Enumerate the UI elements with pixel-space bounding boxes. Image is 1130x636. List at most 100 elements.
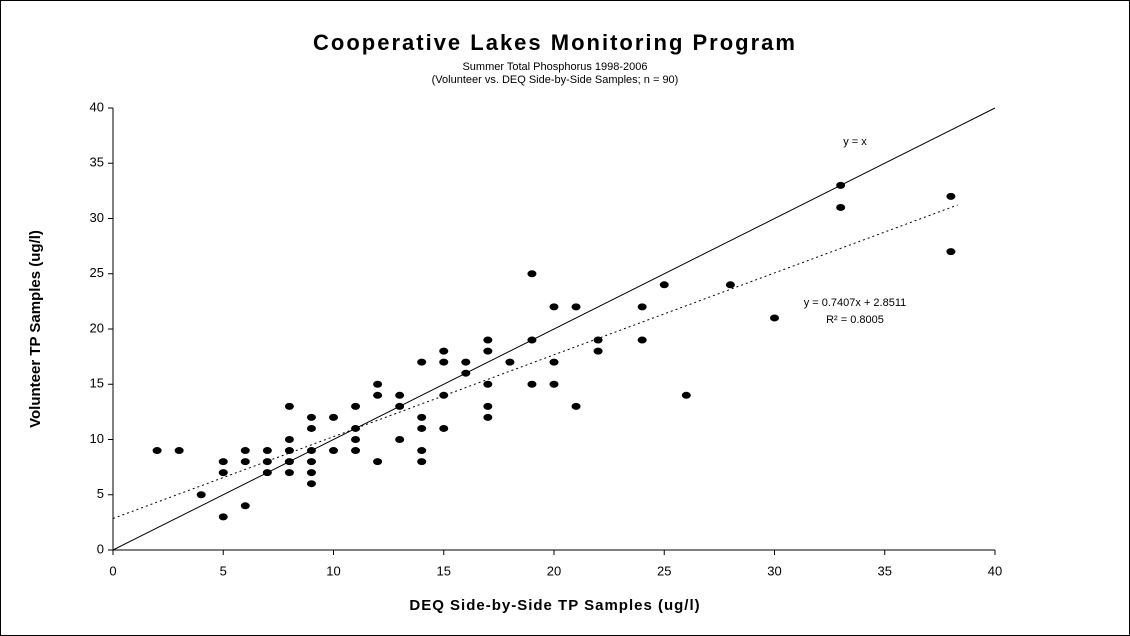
point	[351, 424, 361, 432]
point	[329, 447, 338, 455]
y-tick-label: 40	[90, 99, 104, 114]
point	[351, 436, 361, 443]
chart-subtitle: (Volunteer vs. DEQ Side-by-Side Samples;…	[432, 74, 679, 86]
reference-line-label: y = x	[843, 136, 867, 148]
point	[946, 248, 956, 256]
x-tick-label: 25	[657, 563, 671, 578]
point	[637, 336, 647, 344]
point	[373, 380, 383, 388]
point	[329, 413, 338, 421]
point	[373, 458, 383, 466]
x-tick-label: 30	[767, 563, 781, 578]
point	[483, 380, 493, 388]
point	[284, 447, 294, 455]
y-tick-label: 35	[90, 155, 104, 170]
point	[306, 469, 316, 477]
x-tick-label: 35	[878, 563, 892, 578]
y-tick-label: 15	[90, 376, 104, 391]
point	[196, 491, 206, 499]
point	[725, 281, 735, 289]
point	[770, 314, 779, 322]
point	[284, 458, 294, 466]
trendline-label: y = 0.7407x + 2.8511	[804, 297, 907, 309]
point	[262, 447, 272, 455]
x-tick-label: 15	[437, 563, 451, 578]
point	[306, 480, 316, 488]
point	[946, 192, 956, 200]
point	[549, 380, 559, 388]
point	[439, 358, 449, 366]
point	[461, 358, 471, 366]
point	[351, 447, 361, 455]
point	[483, 336, 493, 344]
point	[637, 303, 647, 311]
point	[483, 413, 493, 421]
point	[836, 181, 846, 189]
point	[571, 303, 581, 311]
point	[527, 336, 537, 344]
point	[284, 469, 294, 477]
reference-line	[112, 107, 996, 551]
trendline	[112, 204, 958, 519]
y-tick-label: 20	[90, 320, 104, 335]
point	[483, 402, 493, 410]
y-axis-label: Volunteer TP Samples (ug/l)	[27, 230, 44, 428]
point	[659, 281, 669, 289]
chart-title: Cooperative Lakes Monitoring Program	[313, 30, 797, 55]
x-tick-label: 10	[326, 563, 340, 578]
x-tick-label: 0	[109, 563, 116, 578]
point	[218, 513, 228, 521]
point	[240, 458, 250, 466]
point	[417, 458, 427, 466]
point	[483, 347, 493, 355]
point	[395, 436, 405, 443]
point	[373, 391, 383, 399]
point	[240, 502, 250, 510]
y-tick-label: 25	[90, 265, 104, 280]
x-tick-label: 20	[547, 563, 561, 578]
point	[351, 402, 361, 410]
point	[549, 358, 559, 366]
point	[439, 424, 449, 432]
point	[836, 203, 846, 211]
point	[505, 358, 515, 366]
point	[527, 380, 537, 388]
point	[306, 413, 316, 421]
x-tick-label: 40	[988, 563, 1002, 578]
x-axis-label: DEQ Side-by-Side TP Samples (ug/l)	[409, 597, 700, 614]
point	[262, 458, 272, 466]
point	[174, 447, 184, 455]
point	[571, 402, 581, 410]
point	[593, 347, 603, 355]
x-tick-label: 5	[220, 563, 227, 578]
point	[262, 469, 272, 477]
r-squared-label: R² = 0.8005	[826, 314, 884, 326]
point	[593, 336, 603, 344]
point	[527, 270, 537, 278]
point	[417, 424, 427, 432]
point	[240, 447, 250, 455]
point	[461, 369, 471, 377]
point	[549, 303, 559, 311]
chart-subtitle: Summer Total Phosphorus 1998-2006	[462, 61, 647, 73]
point	[417, 447, 427, 455]
point	[284, 436, 294, 443]
y-tick-label: 5	[97, 486, 104, 501]
point	[439, 391, 449, 399]
point	[306, 447, 316, 455]
point	[306, 424, 316, 432]
point	[218, 458, 228, 466]
point	[152, 447, 162, 455]
point	[306, 458, 316, 466]
point	[395, 402, 405, 410]
y-tick-label: 0	[97, 541, 104, 556]
point	[417, 358, 427, 366]
point	[681, 391, 691, 399]
y-tick-label: 30	[90, 210, 104, 225]
point	[284, 402, 294, 410]
y-tick-label: 10	[90, 431, 104, 446]
point	[417, 413, 427, 421]
point	[395, 391, 405, 399]
